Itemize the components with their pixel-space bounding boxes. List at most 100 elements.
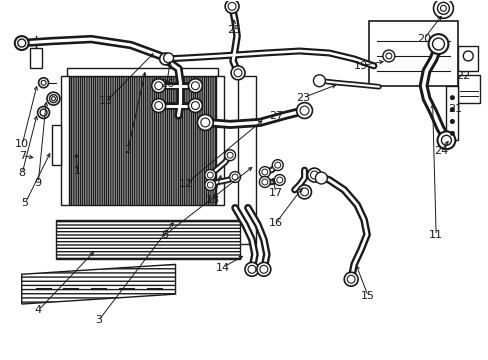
Circle shape: [440, 5, 446, 11]
Circle shape: [247, 265, 255, 273]
Text: 8: 8: [19, 168, 26, 178]
Circle shape: [191, 102, 199, 109]
Circle shape: [346, 275, 354, 283]
Text: 2: 2: [124, 145, 131, 155]
Circle shape: [259, 167, 270, 177]
Circle shape: [449, 96, 453, 100]
Circle shape: [229, 172, 240, 183]
Circle shape: [432, 38, 444, 50]
Circle shape: [272, 159, 283, 171]
Circle shape: [307, 168, 321, 182]
Circle shape: [154, 82, 163, 90]
Text: 27: 27: [268, 111, 283, 121]
Circle shape: [231, 66, 244, 80]
Text: 3: 3: [95, 315, 102, 325]
Circle shape: [191, 82, 199, 90]
Circle shape: [188, 99, 202, 113]
Circle shape: [382, 50, 394, 62]
Circle shape: [151, 79, 165, 93]
Circle shape: [228, 3, 236, 10]
Circle shape: [313, 75, 325, 87]
Circle shape: [188, 79, 202, 93]
Bar: [446, 86, 457, 140]
Text: 12: 12: [179, 179, 193, 189]
Text: 9: 9: [35, 178, 42, 188]
Bar: [457, 46, 477, 71]
Circle shape: [259, 265, 267, 273]
Circle shape: [163, 53, 173, 63]
Circle shape: [41, 80, 46, 85]
Bar: [51, 125, 61, 165]
Circle shape: [207, 172, 213, 178]
Polygon shape: [21, 264, 175, 304]
Circle shape: [201, 118, 209, 127]
Circle shape: [204, 170, 215, 180]
Text: 24: 24: [433, 147, 447, 157]
Circle shape: [274, 162, 280, 168]
Text: 21: 21: [447, 104, 462, 113]
Circle shape: [262, 169, 267, 175]
Circle shape: [441, 135, 450, 145]
Circle shape: [297, 185, 311, 199]
Circle shape: [207, 182, 213, 188]
Text: 22: 22: [455, 71, 469, 81]
Bar: [457, 75, 479, 103]
Circle shape: [226, 152, 233, 158]
Text: 10: 10: [15, 139, 29, 149]
Bar: [216, 76, 224, 205]
Bar: [368, 21, 457, 86]
Circle shape: [18, 39, 26, 47]
Text: 20: 20: [416, 34, 430, 44]
Circle shape: [427, 34, 447, 54]
Bar: [30, 48, 41, 68]
Text: 15: 15: [361, 291, 374, 301]
Circle shape: [154, 102, 163, 109]
Circle shape: [437, 131, 454, 149]
Circle shape: [151, 99, 165, 113]
Circle shape: [262, 179, 267, 185]
Bar: [61, 76, 69, 205]
Text: 13: 13: [99, 96, 113, 107]
Text: 17: 17: [268, 188, 283, 198]
Circle shape: [296, 103, 312, 118]
Circle shape: [310, 171, 318, 179]
Circle shape: [315, 172, 326, 184]
Circle shape: [234, 69, 242, 77]
Bar: [67, 68, 218, 76]
Circle shape: [232, 174, 238, 180]
Circle shape: [344, 272, 357, 286]
Circle shape: [300, 188, 308, 196]
Bar: [238, 76, 255, 244]
Text: 26: 26: [160, 78, 174, 89]
Circle shape: [49, 95, 57, 103]
Text: 25: 25: [226, 25, 241, 35]
Circle shape: [224, 0, 239, 13]
Circle shape: [51, 96, 55, 100]
Circle shape: [433, 0, 452, 18]
Circle shape: [204, 180, 215, 190]
Circle shape: [160, 53, 171, 65]
Circle shape: [276, 177, 282, 183]
Text: 18: 18: [205, 195, 220, 204]
Circle shape: [300, 106, 308, 115]
Circle shape: [47, 92, 60, 105]
Circle shape: [437, 3, 448, 14]
Circle shape: [40, 109, 47, 116]
Circle shape: [244, 262, 258, 276]
Text: 19: 19: [353, 61, 367, 71]
Circle shape: [462, 51, 472, 61]
Text: 14: 14: [215, 262, 229, 273]
Bar: [69, 76, 216, 205]
Text: 6: 6: [161, 230, 167, 240]
Circle shape: [449, 131, 453, 135]
Bar: [56, 220, 240, 260]
Text: 23: 23: [295, 93, 309, 103]
Circle shape: [385, 53, 391, 59]
Circle shape: [197, 114, 213, 130]
Circle shape: [15, 36, 29, 50]
Text: 7: 7: [19, 151, 26, 161]
Text: 11: 11: [428, 230, 442, 240]
Text: 16: 16: [268, 218, 283, 228]
Circle shape: [38, 107, 49, 118]
Text: 1: 1: [74, 166, 81, 176]
